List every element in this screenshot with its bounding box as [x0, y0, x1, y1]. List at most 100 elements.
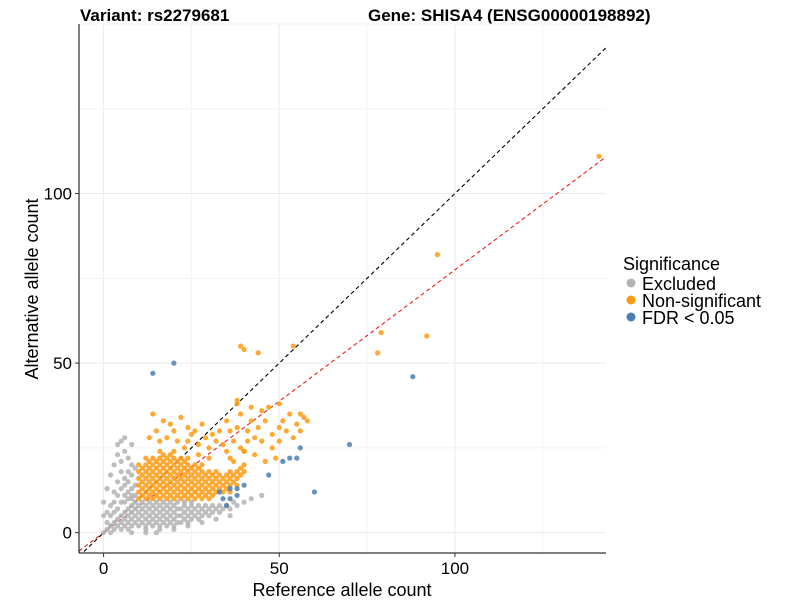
data-point [199, 513, 205, 519]
data-point [220, 475, 226, 481]
data-point [195, 452, 202, 458]
data-point [171, 526, 177, 532]
data-point [213, 506, 219, 512]
data-point [185, 489, 191, 495]
data-point [192, 469, 198, 475]
data-point [192, 462, 198, 468]
data-point [139, 492, 145, 498]
data-point [294, 455, 300, 461]
data-point [164, 496, 170, 502]
data-point [164, 516, 170, 522]
data-point [209, 492, 216, 498]
gene-title: Gene: SHISA4 (ENSG00000198892) [368, 6, 651, 25]
data-point [301, 414, 307, 420]
data-point [143, 516, 149, 522]
data-point [157, 455, 163, 461]
data-point [596, 153, 602, 159]
data-point [195, 472, 202, 478]
data-point [248, 496, 254, 502]
data-point [192, 506, 198, 512]
data-point [174, 479, 180, 485]
data-point [234, 502, 240, 509]
series-excluded [101, 435, 265, 536]
data-point [118, 513, 124, 519]
data-point [157, 489, 163, 495]
data-point [115, 441, 121, 448]
data-point [111, 462, 117, 468]
data-point [132, 519, 138, 526]
data-point [108, 530, 114, 536]
data-point [375, 350, 381, 356]
data-point [167, 421, 173, 427]
data-point [224, 479, 230, 485]
data-point [202, 492, 209, 498]
data-point [167, 458, 173, 464]
data-point [150, 489, 156, 495]
data-point [115, 452, 121, 458]
data-point [153, 428, 159, 434]
x-axis-ticks: 0 50 100 [99, 553, 469, 578]
legend-swatch-fdr [626, 312, 636, 322]
data-point [122, 492, 128, 498]
data-point [171, 509, 177, 515]
data-point [171, 455, 177, 461]
legend-label-excluded: Excluded [642, 274, 716, 294]
x-tick-label: 0 [99, 559, 108, 578]
data-point [188, 479, 194, 485]
data-point [153, 499, 159, 505]
data-point [304, 418, 310, 424]
data-point [157, 482, 163, 488]
data-point [220, 482, 226, 488]
data-point [136, 496, 142, 502]
data-point [266, 472, 272, 478]
data-point [160, 458, 166, 464]
data-point [164, 489, 170, 495]
data-point [153, 465, 159, 471]
data-point [195, 486, 202, 492]
data-point [185, 455, 191, 461]
legend-item-excluded: Excluded [626, 274, 716, 294]
data-point [129, 472, 135, 478]
data-point [241, 346, 247, 353]
data-point [259, 438, 265, 444]
data-point [202, 486, 209, 492]
data-point [129, 530, 135, 536]
data-point [255, 424, 261, 431]
data-point [164, 502, 170, 509]
data-point [434, 252, 440, 258]
data-point [150, 469, 156, 475]
data-point [160, 486, 166, 492]
data-point [157, 462, 163, 468]
data-point [171, 516, 177, 522]
data-point [220, 496, 226, 502]
data-point [139, 465, 145, 471]
data-point [125, 455, 131, 461]
data-point [122, 482, 128, 488]
data-point [157, 526, 163, 532]
data-point [202, 479, 209, 485]
data-point [115, 516, 121, 522]
data-point [178, 462, 184, 468]
data-point [276, 438, 282, 444]
data-point [252, 452, 258, 458]
data-point [160, 506, 166, 512]
data-point [111, 499, 117, 505]
data-point [139, 506, 145, 512]
data-point [231, 472, 237, 478]
data-point [224, 472, 230, 478]
data-point [164, 435, 170, 441]
data-point [248, 418, 254, 424]
data-point [150, 502, 156, 509]
data-point [167, 513, 173, 519]
data-point [143, 475, 149, 481]
data-point [220, 441, 226, 448]
data-point [143, 509, 149, 515]
data-point [174, 492, 180, 498]
data-point [297, 411, 303, 417]
data-point [132, 499, 138, 505]
data-point [167, 519, 173, 526]
data-point [125, 513, 131, 519]
data-point [188, 465, 194, 471]
data-point [241, 462, 247, 468]
data-point [125, 479, 131, 485]
